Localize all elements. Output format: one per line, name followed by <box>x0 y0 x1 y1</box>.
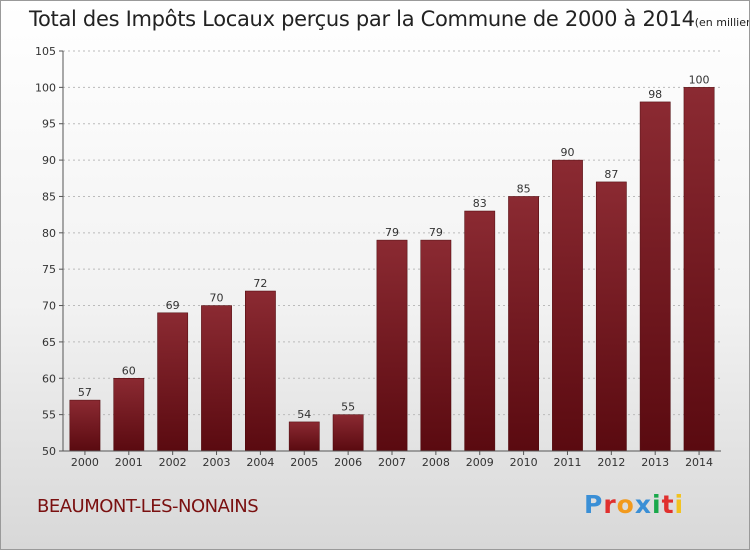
value-label-2008: 79 <box>429 226 443 239</box>
value-label-2002: 69 <box>166 299 180 312</box>
unit-text: (en milliers d'€) <box>694 16 749 29</box>
bar-2014[interactable] <box>683 87 715 452</box>
x-tick-label-2002: 2002 <box>159 456 187 469</box>
x-tick-label-2005: 2005 <box>290 456 318 469</box>
bar-2003[interactable] <box>201 305 232 452</box>
bar-2006[interactable] <box>332 414 364 452</box>
logo-letter: t <box>661 490 675 519</box>
bars: 57 60 69 70 72 54 55 79 79 83 85 90 87 98 100 <box>69 73 715 452</box>
logo-letter: i <box>674 490 685 519</box>
x-tick-label-2008: 2008 <box>422 456 450 469</box>
x-tick-label-2013: 2013 <box>641 456 669 469</box>
x-tick-label-2010: 2010 <box>510 456 538 469</box>
value-label-2014: 100 <box>689 73 710 86</box>
y-tick-label: 65 <box>42 336 56 349</box>
value-label-2006: 55 <box>341 401 355 414</box>
value-label-2000: 57 <box>78 386 92 399</box>
value-label-2010: 85 <box>517 182 531 195</box>
y-tick-label: 75 <box>42 263 56 276</box>
bar-2000[interactable] <box>69 399 101 452</box>
logo-letter: x <box>634 490 652 519</box>
value-label-2005: 54 <box>297 408 311 421</box>
y-tick-label: 105 <box>35 45 56 58</box>
x-tick-label-2006: 2006 <box>334 456 362 469</box>
x-tick-label-2009: 2009 <box>466 456 494 469</box>
y-tick-label: 85 <box>42 190 56 203</box>
value-label-2012: 87 <box>604 168 618 181</box>
value-label-2011: 90 <box>560 146 574 159</box>
x-tick-label-2000: 2000 <box>71 456 99 469</box>
bar-2005[interactable] <box>288 421 320 452</box>
y-tick-label: 90 <box>42 154 56 167</box>
title-text: Total des Impôts Locaux perçus par la Co… <box>29 7 695 31</box>
bar-2002[interactable] <box>157 312 189 452</box>
bar-2011[interactable] <box>552 159 583 452</box>
x-tick-label-2011: 2011 <box>553 456 581 469</box>
commune-name: BEAUMONT-LES-NONAINS <box>37 496 259 517</box>
value-label-2004: 72 <box>253 277 267 290</box>
y-tick-label: 95 <box>42 118 56 131</box>
bar-2013[interactable] <box>639 101 671 452</box>
bar-2008[interactable] <box>420 239 452 452</box>
y-tick-label: 70 <box>42 300 56 313</box>
bar-2001[interactable] <box>113 378 145 452</box>
bar-2012[interactable] <box>595 181 627 452</box>
y-tick-label: 100 <box>35 81 56 94</box>
logo-letter: i <box>652 490 662 519</box>
y-tick-label: 55 <box>42 409 56 422</box>
x-tick-label-2001: 2001 <box>115 456 143 469</box>
x-tick-label-2014: 2014 <box>685 456 713 469</box>
y-tick-label: 60 <box>42 372 56 385</box>
value-label-2003: 70 <box>210 292 224 305</box>
x-tick-label-2007: 2007 <box>378 456 406 469</box>
chart-title: Total des Impôts Locaux perçus par la Co… <box>29 7 749 31</box>
value-label-2013: 98 <box>648 88 662 101</box>
x-tick-label-2004: 2004 <box>246 456 274 469</box>
logo-letter: o <box>616 490 635 519</box>
logo-letter: r <box>603 490 617 519</box>
y-tick-label: 50 <box>42 445 56 458</box>
proxiti-logo[interactable]: Proxiti <box>584 490 684 519</box>
value-label-2007: 79 <box>385 226 399 239</box>
value-label-2001: 60 <box>122 364 136 377</box>
bar-2009[interactable] <box>464 210 496 452</box>
value-label-2009: 83 <box>473 197 487 210</box>
bar-2004[interactable] <box>245 290 276 452</box>
bar-2007[interactable] <box>376 239 408 452</box>
x-tick-label-2012: 2012 <box>597 456 625 469</box>
x-tick-label-2003: 2003 <box>203 456 231 469</box>
bar-2010[interactable] <box>508 196 539 452</box>
logo-letter: P <box>584 490 604 519</box>
axes: 50 55 60 65 70 75 80 85 90 95 100 105 2000 2001 2002 20… <box>35 45 721 469</box>
y-tick-label: 80 <box>42 227 56 240</box>
